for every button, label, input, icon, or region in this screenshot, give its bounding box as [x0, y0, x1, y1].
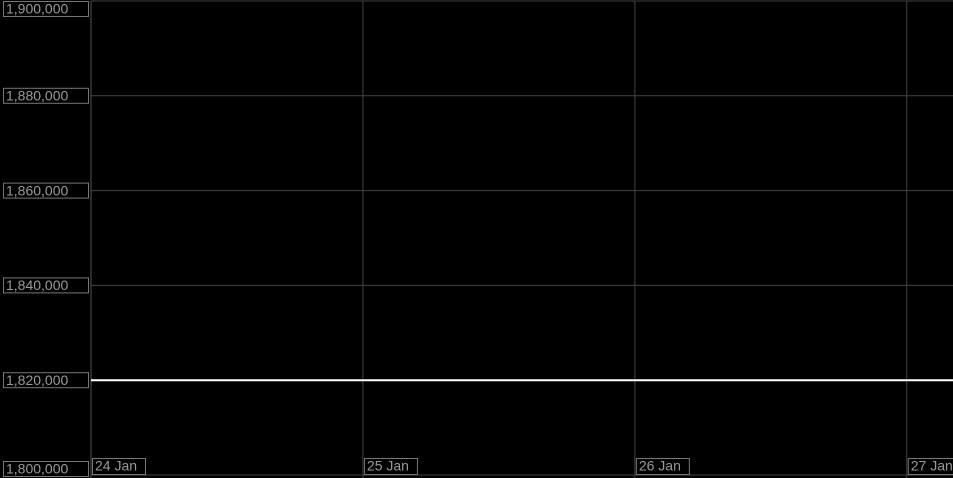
x-tick-box [92, 458, 146, 475]
x-tick-box [907, 458, 953, 475]
y-tick-label: 1,880,000 [6, 88, 68, 104]
y-tick-box [3, 1, 89, 17]
x-tick-box [363, 458, 418, 475]
y-tick-box [3, 461, 89, 477]
x-tick-label: 26 Jan [639, 458, 681, 474]
x-tick-label: 25 Jan [367, 458, 409, 474]
x-tick-label: 27 Jan [911, 458, 953, 474]
x-tick-box [635, 458, 690, 475]
y-tick-label: 1,800,000 [6, 461, 68, 477]
y-tick-label: 1,840,000 [6, 277, 68, 293]
y-tick-label: 1,900,000 [6, 1, 68, 17]
x-tick-label: 24 Jan [95, 458, 137, 474]
y-tick-label: 1,860,000 [6, 182, 68, 198]
y-tick-box [3, 182, 89, 199]
y-tick-box [3, 372, 89, 389]
y-tick-box [3, 277, 89, 294]
y-tick-box [3, 87, 89, 104]
y-tick-label: 1,820,000 [6, 372, 68, 388]
